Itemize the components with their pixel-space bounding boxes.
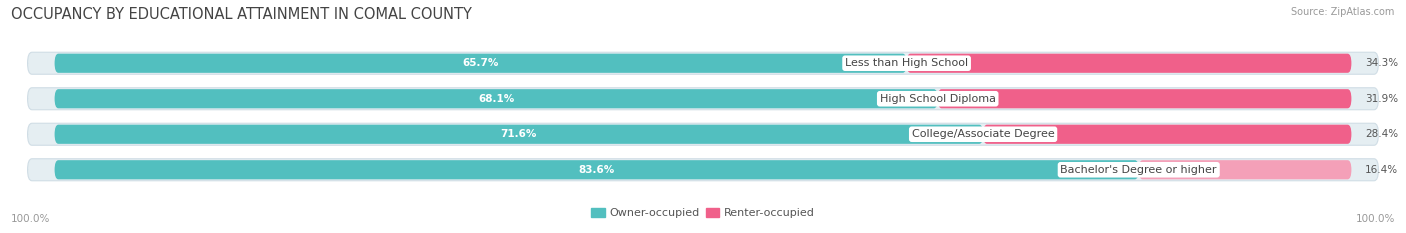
Text: 31.9%: 31.9%	[1365, 94, 1398, 104]
Text: Bachelor's Degree or higher: Bachelor's Degree or higher	[1060, 165, 1218, 175]
FancyBboxPatch shape	[55, 125, 983, 144]
Text: High School Diploma: High School Diploma	[880, 94, 995, 104]
FancyBboxPatch shape	[28, 123, 1378, 145]
FancyBboxPatch shape	[938, 89, 1351, 108]
FancyBboxPatch shape	[55, 54, 907, 73]
Text: 100.0%: 100.0%	[11, 214, 51, 224]
FancyBboxPatch shape	[28, 88, 1378, 110]
Text: 68.1%: 68.1%	[478, 94, 515, 104]
Text: 65.7%: 65.7%	[463, 58, 499, 68]
FancyBboxPatch shape	[983, 125, 1351, 144]
Legend: Owner-occupied, Renter-occupied: Owner-occupied, Renter-occupied	[592, 208, 814, 218]
Text: Less than High School: Less than High School	[845, 58, 969, 68]
Text: 83.6%: 83.6%	[578, 165, 614, 175]
Text: Source: ZipAtlas.com: Source: ZipAtlas.com	[1291, 7, 1395, 17]
Text: 71.6%: 71.6%	[501, 129, 537, 139]
FancyBboxPatch shape	[55, 160, 1139, 179]
FancyBboxPatch shape	[28, 52, 1378, 74]
Text: 28.4%: 28.4%	[1365, 129, 1398, 139]
Text: OCCUPANCY BY EDUCATIONAL ATTAINMENT IN COMAL COUNTY: OCCUPANCY BY EDUCATIONAL ATTAINMENT IN C…	[11, 7, 472, 22]
FancyBboxPatch shape	[28, 159, 1378, 181]
Text: 34.3%: 34.3%	[1365, 58, 1398, 68]
FancyBboxPatch shape	[1139, 160, 1351, 179]
Text: 100.0%: 100.0%	[1355, 214, 1395, 224]
Text: College/Associate Degree: College/Associate Degree	[911, 129, 1054, 139]
Text: 16.4%: 16.4%	[1365, 165, 1398, 175]
FancyBboxPatch shape	[55, 89, 938, 108]
FancyBboxPatch shape	[907, 54, 1351, 73]
